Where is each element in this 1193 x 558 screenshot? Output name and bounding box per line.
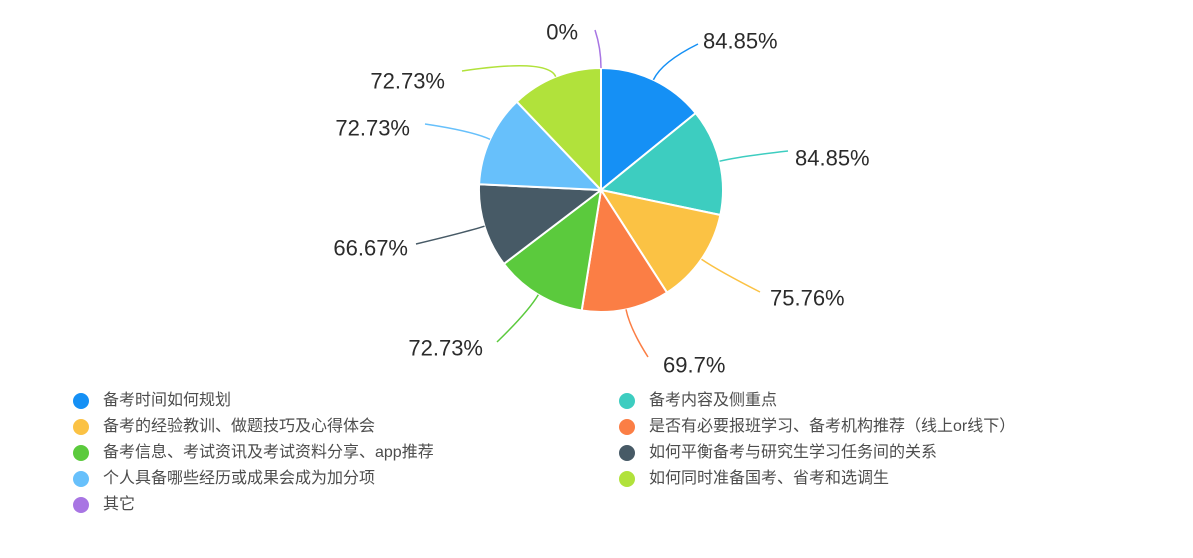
legend-item-label: 如何同时准备国考、省考和选调生	[649, 470, 890, 487]
pie-slice[interactable]	[600, 112, 724, 216]
legend-item[interactable]: 是否有必要报班学习、备考机构推荐（线上or线下）	[619, 419, 1015, 435]
legend-dot-icon	[73, 393, 89, 409]
legend-item-label: 其它	[103, 496, 136, 513]
label-leader-line	[652, 43, 699, 81]
slice-percent-label: 0%	[546, 20, 578, 45]
pie-slice[interactable]	[515, 67, 602, 191]
legend-item[interactable]: 个人具备哪些经历或成果会成为加分项	[73, 471, 375, 487]
legend-item-label: 备考的经验教训、做题技巧及心得体会	[103, 418, 376, 435]
label-leader-line	[625, 309, 649, 358]
slice-percent-label: 69.7%	[663, 353, 725, 378]
slice-percent-label: 72.73%	[335, 116, 410, 141]
legend-item[interactable]: 如何平衡备考与研究生学习任务间的关系	[619, 445, 937, 461]
legend-item-label: 个人具备哪些经历或成果会成为加分项	[103, 470, 376, 487]
pie-slice[interactable]	[478, 100, 602, 191]
legend-item-label: 备考信息、考试资讯及考试资料分享、app推荐	[103, 444, 434, 461]
legend-dot-icon	[73, 445, 89, 461]
label-leader-line	[594, 29, 602, 69]
legend-item[interactable]: 备考的经验教训、做题技巧及心得体会	[73, 419, 375, 435]
pie-slice[interactable]	[600, 189, 722, 294]
slice-percent-label: 75.76%	[770, 286, 845, 311]
slice-percent-label: 72.73%	[370, 69, 445, 94]
legend-item[interactable]: 备考内容及侧重点	[619, 393, 777, 409]
legend-dot-icon	[73, 471, 89, 487]
legend-item[interactable]: 如何同时准备国考、省考和选调生	[619, 471, 889, 487]
legend-item-label: 如何平衡备考与研究生学习任务间的关系	[649, 444, 938, 461]
legend-dot-icon	[619, 419, 635, 435]
legend-item[interactable]: 其它	[73, 497, 135, 513]
label-leader-line	[719, 150, 789, 162]
legend-item-label: 是否有必要报班学习、备考机构推荐（线上or线下）	[649, 418, 1016, 435]
legend-dot-icon	[619, 445, 635, 461]
legend-dot-icon	[73, 419, 89, 435]
slice-percent-label: 72.73%	[408, 336, 483, 361]
pie-slice[interactable]	[502, 189, 602, 312]
legend-dot-icon	[619, 471, 635, 487]
slice-percent-label: 84.85%	[795, 146, 870, 171]
legend-item[interactable]: 备考时间如何规划	[73, 393, 231, 409]
slice-percent-label: 84.85%	[703, 29, 778, 54]
legend-item-label: 备考内容及侧重点	[649, 392, 778, 409]
legend-dot-icon	[73, 497, 89, 513]
legend-item[interactable]: 备考信息、考试资讯及考试资料分享、app推荐	[73, 445, 434, 461]
label-leader-line	[424, 123, 491, 140]
label-leader-line	[415, 225, 485, 245]
pie-chart: 84.85% 84.85% 75.76% 69.7% 72.73% 66.67% 72.73…	[333, 20, 870, 378]
label-leader-line	[461, 65, 557, 78]
legend-dot-icon	[619, 393, 635, 409]
slice-percent-label: 66.67%	[333, 236, 408, 261]
label-leader-line	[701, 258, 761, 293]
legend-item-label: 备考时间如何规划	[103, 392, 232, 409]
label-leader-line	[496, 294, 539, 343]
pie-slice[interactable]	[600, 67, 697, 191]
